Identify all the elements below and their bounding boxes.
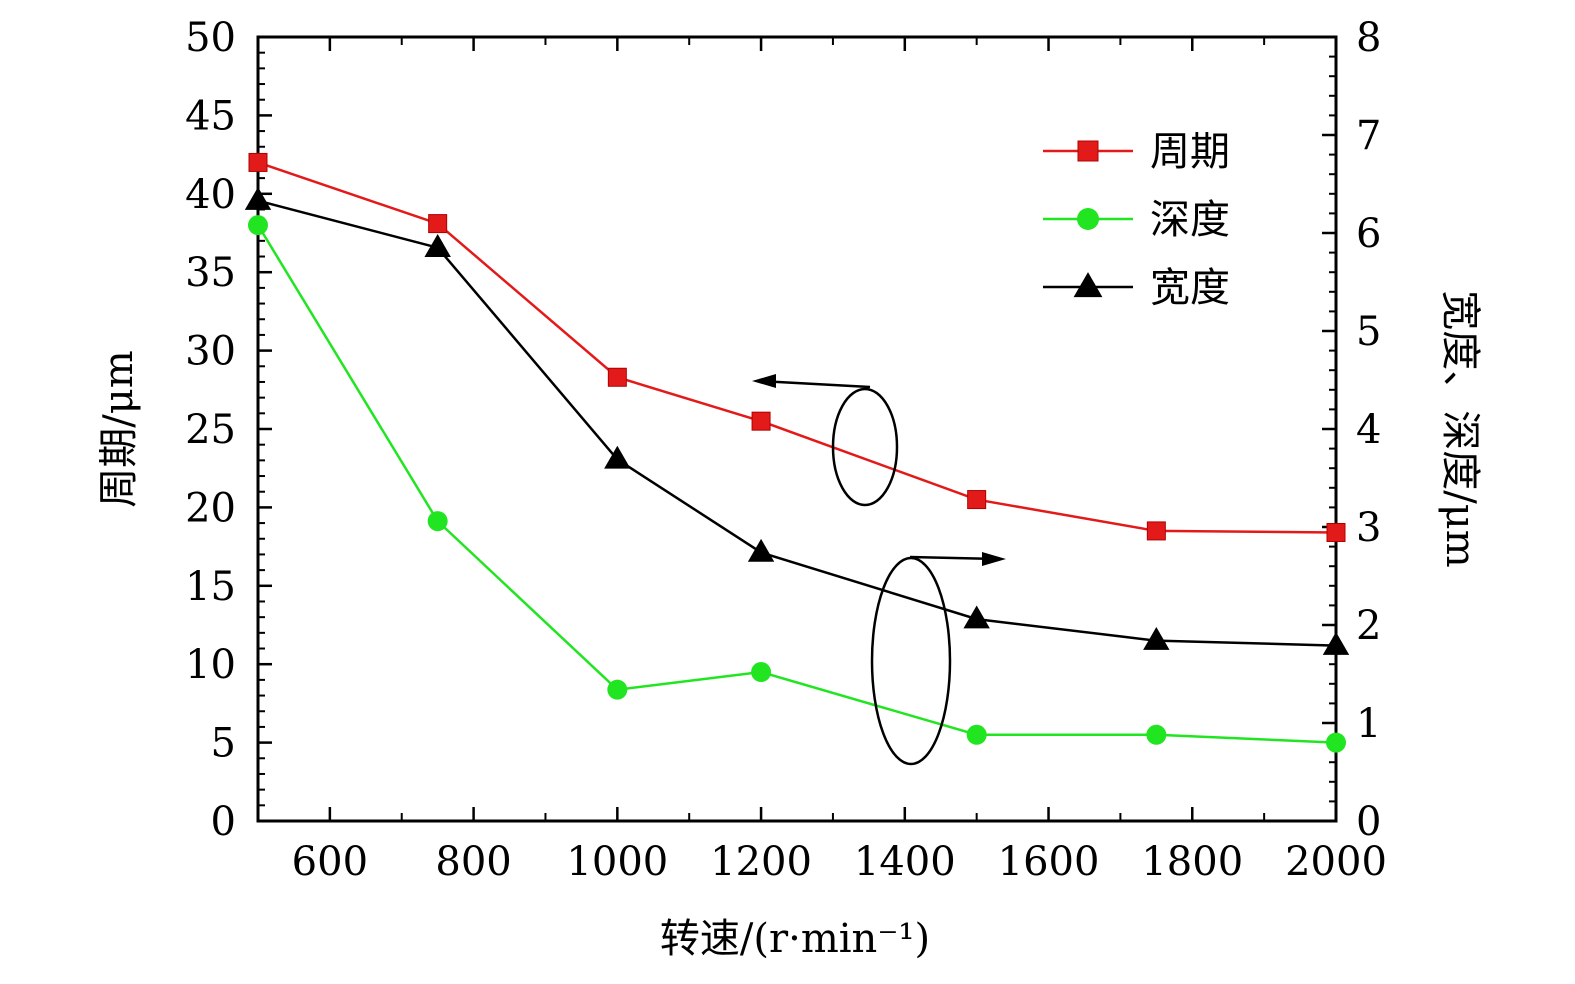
y-left-tick-label: 30 — [185, 329, 236, 375]
y-left-tick-label: 50 — [185, 15, 236, 61]
legend-item: 周期 — [1043, 129, 1230, 175]
series-point-square — [1326, 522, 1346, 542]
right-axis-arrow-head — [982, 552, 1006, 566]
series-point-square — [1146, 521, 1166, 541]
y-right-tick-label: 6 — [1356, 211, 1381, 257]
annotations — [752, 374, 1006, 766]
series-point-circle — [751, 662, 772, 683]
y-left-tick-label: 15 — [185, 564, 236, 610]
y-left-tick-label: 25 — [185, 407, 236, 453]
left-axis-group-ellipse — [831, 387, 899, 507]
x-tick-label: 1000 — [566, 839, 668, 885]
y-left-tick-label: 20 — [185, 485, 236, 531]
series-circle — [248, 215, 1346, 753]
x-axis-title: 转速/(r·min⁻¹) — [660, 916, 930, 962]
series-point-square — [967, 490, 987, 510]
legend-label: 宽度 — [1150, 265, 1230, 311]
y-right-tick-label: 3 — [1356, 505, 1381, 551]
series-layer — [244, 152, 1350, 753]
x-tick-label: 800 — [435, 839, 511, 885]
y-left-axis-title: 周期/μm — [96, 350, 142, 507]
series-point-square — [428, 214, 448, 234]
y-right-tick-label: 2 — [1356, 603, 1381, 649]
y-right-axis-title: 宽度、深度/μm — [1437, 290, 1483, 567]
x-tick-label: 1400 — [854, 839, 956, 885]
series-point-circle — [1326, 732, 1346, 753]
x-tick-label: 1600 — [998, 839, 1100, 885]
y-right-tick-label: 5 — [1356, 309, 1381, 355]
left-axis-arrow — [759, 379, 871, 389]
y-right-tick-label: 7 — [1356, 113, 1381, 159]
y-right-tick-label: 0 — [1356, 799, 1381, 845]
series-point-triangle — [747, 538, 775, 562]
legend-item: 宽度 — [1043, 265, 1230, 311]
series-point-circle — [1077, 208, 1099, 230]
legend-item: 深度 — [1043, 197, 1230, 243]
series-square — [248, 152, 1346, 542]
y-left-tick-label: 5 — [211, 721, 236, 767]
series-point-circle — [427, 511, 448, 532]
y-right-tick-label: 8 — [1356, 15, 1381, 61]
series-point-triangle — [963, 605, 990, 629]
series-point-square — [1077, 140, 1099, 162]
y-left-tick-label: 45 — [185, 93, 236, 139]
y-left-tick-label: 40 — [185, 172, 236, 218]
y-right-tick-label: 4 — [1356, 407, 1381, 453]
series-point-square — [607, 367, 627, 387]
series-point-circle — [966, 724, 987, 745]
y-right-tick-label: 1 — [1356, 701, 1381, 747]
series-point-square — [248, 152, 268, 172]
x-tick-label: 2000 — [1285, 839, 1387, 885]
x-tick-label: 1800 — [1141, 839, 1243, 885]
series-point-square — [751, 411, 771, 431]
series-point-triangle — [604, 445, 631, 469]
series-point-circle — [607, 679, 628, 700]
y-left-tick-label: 35 — [185, 250, 236, 296]
y-left-tick-label: 10 — [185, 642, 236, 688]
series-point-triangle — [244, 187, 272, 210]
legend-label: 深度 — [1150, 197, 1230, 243]
legend-label: 周期 — [1150, 129, 1230, 175]
series-point-circle — [1146, 724, 1167, 745]
series-point-triangle — [1143, 627, 1170, 650]
series-point-triangle — [1073, 272, 1103, 298]
x-tick-label: 1200 — [710, 839, 812, 885]
series-point-circle — [248, 215, 268, 236]
series-point-triangle — [424, 234, 451, 257]
left-axis-arrow-head — [752, 374, 776, 388]
series-point-triangle — [1322, 631, 1350, 655]
x-tick-label: 600 — [292, 839, 368, 885]
right-axis-group-ellipse — [870, 556, 952, 766]
series-triangle — [244, 187, 1350, 655]
tick-labels: 600 800 1000 1200 1400 1600 1800 20000510152025… — [185, 15, 1387, 885]
y-left-tick-label: 0 — [211, 799, 236, 845]
